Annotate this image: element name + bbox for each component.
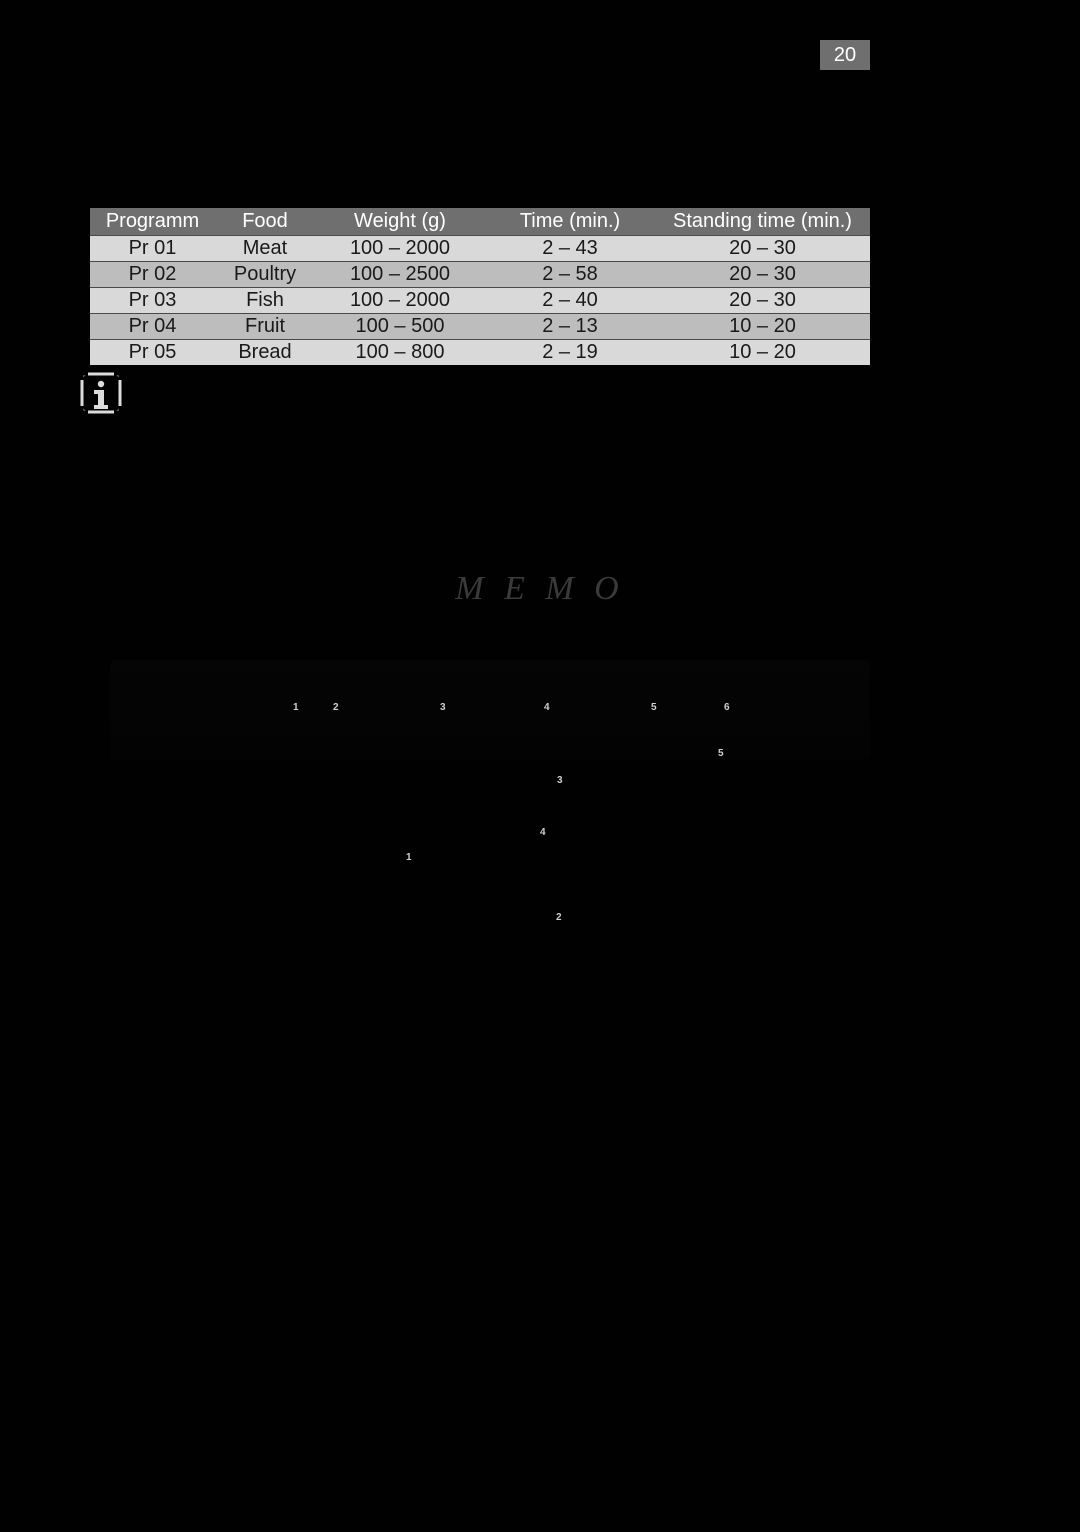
cell-food: Poultry [215, 262, 315, 288]
col-time: Time (min.) [485, 208, 655, 236]
cell-stand: 20 – 30 [655, 236, 870, 262]
step-marker: 4 [540, 827, 546, 838]
col-food: Food [215, 208, 315, 236]
page-number-text: 20 [834, 44, 856, 67]
cell-time: 2 – 58 [485, 262, 655, 288]
cell-prog: Pr 01 [90, 236, 215, 262]
step-marker: 2 [556, 912, 562, 923]
panel-marker: 6 [724, 702, 730, 713]
cell-stand: 20 – 30 [655, 288, 870, 314]
cell-wt: 100 – 800 [315, 340, 485, 366]
control-panel-photo [110, 660, 870, 760]
panel-marker: 1 [293, 702, 299, 713]
program-table: Programm Food Weight (g) Time (min.) Sta… [90, 208, 870, 365]
cell-prog: Pr 05 [90, 340, 215, 366]
cell-prog: Pr 03 [90, 288, 215, 314]
defrost-program-table: Programm Food Weight (g) Time (min.) Sta… [90, 208, 870, 365]
cell-stand: 20 – 30 [655, 262, 870, 288]
cell-time: 2 – 40 [485, 288, 655, 314]
cell-wt: 100 – 2000 [315, 288, 485, 314]
table-row: Pr 04 Fruit 100 – 500 2 – 13 10 – 20 [90, 314, 870, 340]
cell-stand: 10 – 20 [655, 314, 870, 340]
cell-food: Bread [215, 340, 315, 366]
step-marker: 3 [557, 775, 563, 786]
cell-food: Fruit [215, 314, 315, 340]
panel-marker: 3 [440, 702, 446, 713]
table-header-row: Programm Food Weight (g) Time (min.) Sta… [90, 208, 870, 236]
step-marker: 1 [406, 852, 412, 863]
memory-section-title: M E M O [0, 570, 1080, 608]
cell-prog: Pr 02 [90, 262, 215, 288]
col-programm: Programm [90, 208, 215, 236]
info-icon [80, 372, 122, 414]
cell-time: 2 – 43 [485, 236, 655, 262]
table-row: Pr 05 Bread 100 – 800 2 – 19 10 – 20 [90, 340, 870, 366]
col-weight: Weight (g) [315, 208, 485, 236]
cell-wt: 100 – 2500 [315, 262, 485, 288]
table-row: Pr 03 Fish 100 – 2000 2 – 40 20 – 30 [90, 288, 870, 314]
cell-wt: 100 – 500 [315, 314, 485, 340]
cell-time: 2 – 19 [485, 340, 655, 366]
cell-time: 2 – 13 [485, 314, 655, 340]
cell-stand: 10 – 20 [655, 340, 870, 366]
panel-marker: 5 [651, 702, 657, 713]
step-marker: 5 [718, 748, 724, 759]
table-row: Pr 01 Meat 100 – 2000 2 – 43 20 – 30 [90, 236, 870, 262]
table-row: Pr 02 Poultry 100 – 2500 2 – 58 20 – 30 [90, 262, 870, 288]
cell-prog: Pr 04 [90, 314, 215, 340]
panel-marker: 2 [333, 702, 339, 713]
cell-food: Fish [215, 288, 315, 314]
col-standing: Standing time (min.) [655, 208, 870, 236]
cell-food: Meat [215, 236, 315, 262]
cell-wt: 100 – 2000 [315, 236, 485, 262]
panel-marker: 4 [544, 702, 550, 713]
manual-page: 20 Programm Food Weight (g) Time (min.) … [0, 0, 1080, 1532]
page-number: 20 [820, 40, 870, 70]
